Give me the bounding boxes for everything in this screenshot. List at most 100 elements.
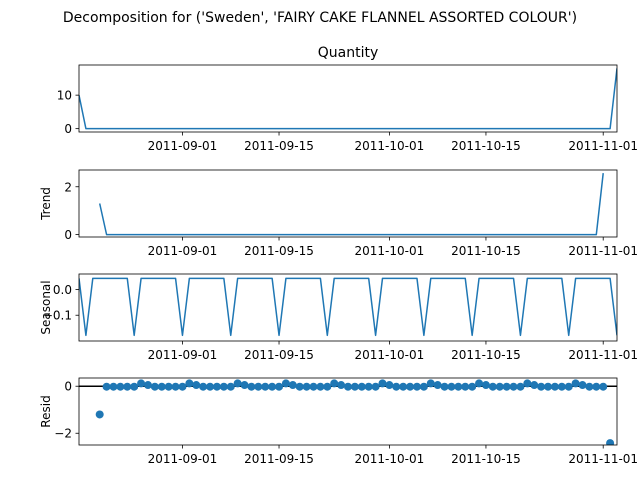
resid-point [592, 382, 601, 391]
axes-frame [78, 64, 618, 133]
x-tick-label: 2011-11-01 [568, 244, 638, 258]
resid-point [254, 382, 263, 391]
y-axis-label: Resid [39, 395, 53, 427]
y-tick-label: 0.0 [53, 283, 72, 297]
x-tick-label: 2011-09-15 [244, 244, 314, 258]
resid-point [426, 379, 435, 388]
resid-point [392, 382, 401, 391]
plot-area [98, 173, 604, 236]
resid-point [143, 381, 152, 390]
x-tick-label: 2011-09-15 [244, 139, 314, 153]
y-tick-label: 2 [64, 180, 72, 194]
resid-point [530, 381, 539, 390]
resid-point [206, 382, 215, 391]
series-line [98, 173, 604, 236]
resid-point [599, 382, 608, 391]
y-tick-label: 0 [64, 122, 72, 136]
axes-frame [78, 169, 618, 238]
resid-point [157, 382, 166, 391]
resid-point [295, 382, 304, 391]
x-tick-label: 2011-09-15 [244, 348, 314, 362]
resid-point [268, 382, 277, 391]
series-line [79, 277, 617, 337]
resid-point [578, 381, 587, 390]
resid-point [150, 382, 159, 391]
resid-point [137, 379, 146, 388]
x-tick-label: 2011-10-01 [355, 244, 425, 258]
resid-point [226, 382, 235, 391]
resid-point [502, 382, 511, 391]
resid-point [309, 382, 318, 391]
resid-point [288, 381, 297, 390]
resid-point [364, 382, 373, 391]
resid-point [337, 381, 346, 390]
panel-2: Trend 0 2 2011-09-01 2011-09-15 2011-10-01 201… [39, 169, 638, 258]
resid-point [247, 382, 256, 391]
resid-point [357, 382, 366, 391]
x-tick-label: 2011-10-15 [451, 139, 521, 153]
resid-point [385, 381, 394, 390]
resid-point [275, 382, 284, 391]
resid-point [240, 381, 249, 390]
resid-point [102, 382, 111, 391]
y-axis-label: Seasonal [39, 280, 53, 334]
y-tick-label: 0 [64, 228, 72, 242]
resid-point [123, 382, 132, 391]
resid-point [330, 379, 339, 388]
x-tick-label: 2011-10-15 [451, 452, 521, 466]
resid-point [461, 382, 470, 391]
resid-point [399, 382, 408, 391]
resid-point [447, 382, 456, 391]
resid-point [544, 382, 553, 391]
resid-point [516, 382, 525, 391]
resid-point [606, 439, 615, 445]
resid-point [130, 382, 139, 391]
x-tick-label: 2011-10-01 [355, 139, 425, 153]
resid-point [171, 382, 180, 391]
resid-point [433, 381, 442, 390]
resid-point [523, 379, 532, 388]
resid-point [481, 381, 490, 390]
y-tick-label: 0 [64, 380, 72, 394]
x-tick-label: 2011-11-01 [568, 139, 638, 153]
axes-frame [78, 377, 618, 446]
x-tick-label: 2011-09-01 [148, 139, 218, 153]
resid-point [199, 382, 208, 391]
x-tick-label: 2011-10-15 [451, 244, 521, 258]
resid-point [509, 382, 518, 391]
x-tick-label: 2011-09-15 [244, 452, 314, 466]
resid-point [212, 382, 221, 391]
x-tick-label: 2011-11-01 [568, 452, 638, 466]
resid-point [454, 382, 463, 391]
resid-point [537, 382, 546, 391]
resid-point [281, 379, 290, 388]
panels: Quantity 0 10 2011-09-01 2011-09-15 2011-10-0… [39, 45, 638, 466]
resid-point [316, 382, 325, 391]
resid-point [164, 382, 173, 391]
resid-point [261, 382, 270, 391]
resid-point [550, 382, 559, 391]
panel-1: Quantity 0 10 2011-09-01 2011-09-15 2011-10-0… [57, 45, 638, 153]
resid-point [185, 379, 194, 388]
plot-area [79, 379, 617, 445]
resid-point [344, 382, 352, 391]
figure-suptitle: Decomposition for ('Sweden', 'FAIRY CAKE… [63, 10, 577, 26]
resid-point [233, 379, 242, 388]
x-tick-label: 2011-09-01 [148, 348, 218, 362]
resid-point [488, 382, 497, 391]
resid-point [412, 382, 421, 391]
x-tick-label: 2011-10-01 [355, 348, 425, 362]
panel-title: Quantity [318, 45, 379, 61]
resid-point [116, 382, 125, 391]
x-tick-label: 2011-11-01 [568, 348, 638, 362]
y-tick-label: −0.1 [43, 309, 72, 323]
resid-point [440, 382, 449, 391]
axes-frame [78, 273, 618, 342]
y-tick-label: 10 [57, 89, 72, 103]
resid-point [323, 382, 332, 391]
resid-point [475, 379, 484, 388]
y-axis-label: Trend [39, 187, 53, 221]
resid-point [302, 382, 311, 391]
plot-area [79, 277, 617, 337]
